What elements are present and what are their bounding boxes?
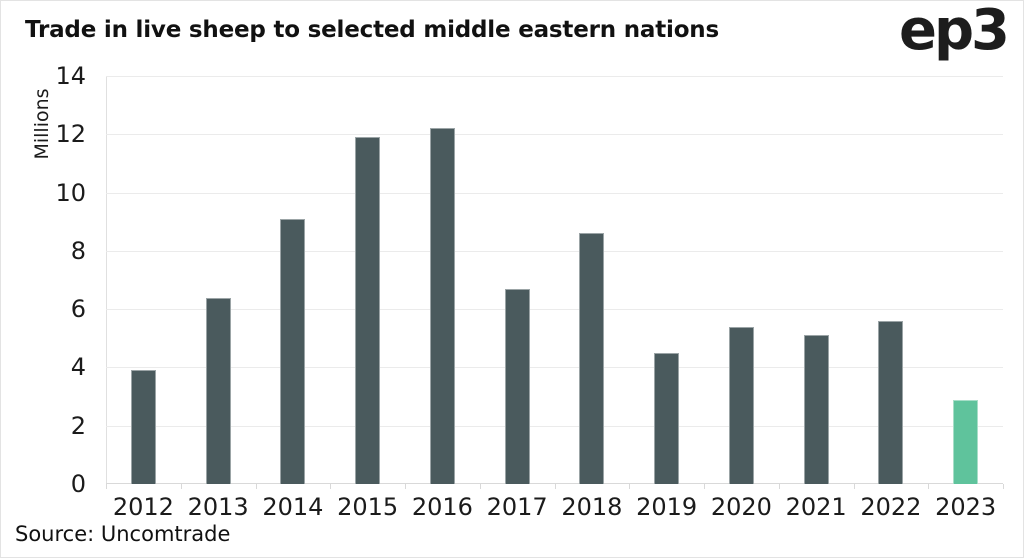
- y-tick-label-10: 10: [55, 178, 86, 207]
- x-tick-label-2013: 2013: [187, 493, 249, 521]
- x-axis-tick: [255, 484, 257, 489]
- bar-2016: [429, 128, 455, 484]
- bar-2014: [280, 218, 306, 484]
- x-tick-label-2012: 2012: [112, 493, 174, 521]
- y-tick-label-14: 14: [55, 62, 86, 90]
- source-note: Source: Uncomtrade: [15, 522, 231, 546]
- gridline-14: [106, 76, 1003, 77]
- bar-2013: [205, 297, 231, 484]
- gridline-8: [106, 250, 1003, 252]
- x-tick-label-2016: 2016: [411, 493, 473, 521]
- y-tick-label-12: 12: [55, 120, 86, 149]
- x-tick-label-2021: 2021: [785, 493, 847, 521]
- x-tick-label-2019: 2019: [636, 493, 698, 521]
- y-tick-label-8: 8: [70, 236, 86, 265]
- x-tick-label-2022: 2022: [860, 493, 922, 521]
- x-axis-tick: [629, 484, 631, 489]
- x-axis-tick: [479, 484, 481, 489]
- x-axis-line: [106, 483, 1003, 484]
- x-axis-tick: [180, 484, 182, 489]
- gridline-4: [106, 367, 1003, 369]
- x-tick-label-2018: 2018: [561, 493, 623, 521]
- bar-2015: [355, 137, 381, 484]
- ep3-logo: ep3: [898, 0, 1010, 63]
- bar-2022: [878, 320, 904, 484]
- x-axis-tick: [1003, 484, 1004, 489]
- x-axis-tick: [778, 484, 780, 489]
- chart-title: Trade in live sheep to selected middle e…: [25, 17, 719, 43]
- x-tick-label-2017: 2017: [486, 493, 548, 521]
- x-axis-tick: [928, 484, 930, 489]
- x-tick-label-2015: 2015: [337, 493, 399, 521]
- y-axis-tick-labels: 0 2 4 6 8 10 12 14: [1, 62, 86, 498]
- bar-2018: [579, 233, 605, 484]
- y-tick-label-0: 0: [70, 470, 86, 498]
- y-tick-label-6: 6: [70, 295, 86, 324]
- x-axis-tick: [853, 484, 855, 489]
- x-tick-label-2014: 2014: [262, 493, 324, 521]
- x-axis-tick: [106, 484, 107, 489]
- x-axis-tick: [405, 484, 406, 489]
- bar-2017: [504, 288, 530, 484]
- y-tick-label-2: 2: [70, 411, 86, 440]
- y-tick-label-4: 4: [70, 353, 86, 382]
- x-tick-label-2023: 2023: [935, 493, 997, 521]
- gridline-10: [106, 192, 1003, 194]
- bar-2020: [728, 326, 754, 484]
- bar-2023: [953, 399, 979, 484]
- x-axis-tick: [330, 484, 332, 489]
- bar-2012: [130, 370, 156, 484]
- gridline-2: [106, 425, 1003, 427]
- bar-2021: [803, 335, 829, 484]
- x-axis-tick-labels: 2012 2013 2014 2015 2016 2017 2018 2019 2020 2021…: [106, 493, 1003, 527]
- gridline-6: [106, 309, 1003, 311]
- x-axis-tick: [554, 484, 556, 489]
- bar-2019: [654, 352, 680, 484]
- x-tick-label-2020: 2020: [710, 493, 772, 521]
- x-axis-tick: [704, 484, 705, 489]
- plot-area: [106, 76, 1004, 489]
- y-axis-line: [106, 76, 107, 484]
- gridline-12: [106, 134, 1003, 136]
